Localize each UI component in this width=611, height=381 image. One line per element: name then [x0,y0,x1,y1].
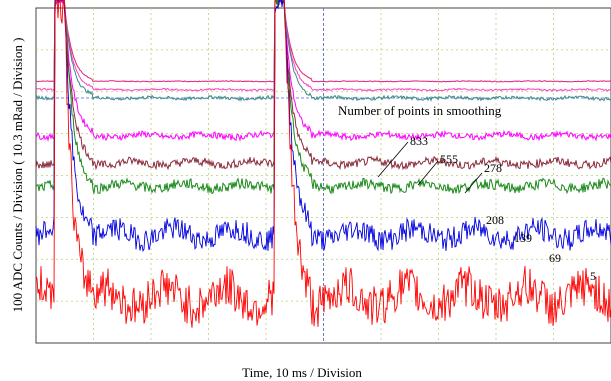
trace-278 [35,0,611,102]
leader-555 [417,160,439,186]
legend-title: Number of points in smoothing [338,103,502,118]
label-139: 139 [514,231,532,245]
traces [35,0,611,328]
trace-5 [35,0,611,253]
trace-139 [35,0,611,171]
label-69: 69 [549,251,561,265]
y-axis-label: 100 ADC Counts / Division ( 10.3 mRad / … [10,38,25,313]
trace-555 [35,0,611,92]
leader-278 [464,172,483,194]
label-278: 278 [484,161,502,175]
label-555: 555 [440,152,458,166]
trace-208 [35,0,611,142]
trace-raw [35,0,611,328]
label-5: 5 [590,269,596,283]
series-labels: 833 555 278 208 139 69 5 [410,134,596,283]
label-833: 833 [410,134,428,148]
x-axis-label: Time, 10 ms / Division [242,365,362,380]
trace-69 [35,0,611,195]
label-208: 208 [486,213,504,227]
leader-833 [377,141,409,178]
trace-833 [35,0,611,83]
label-leaders [377,141,483,194]
